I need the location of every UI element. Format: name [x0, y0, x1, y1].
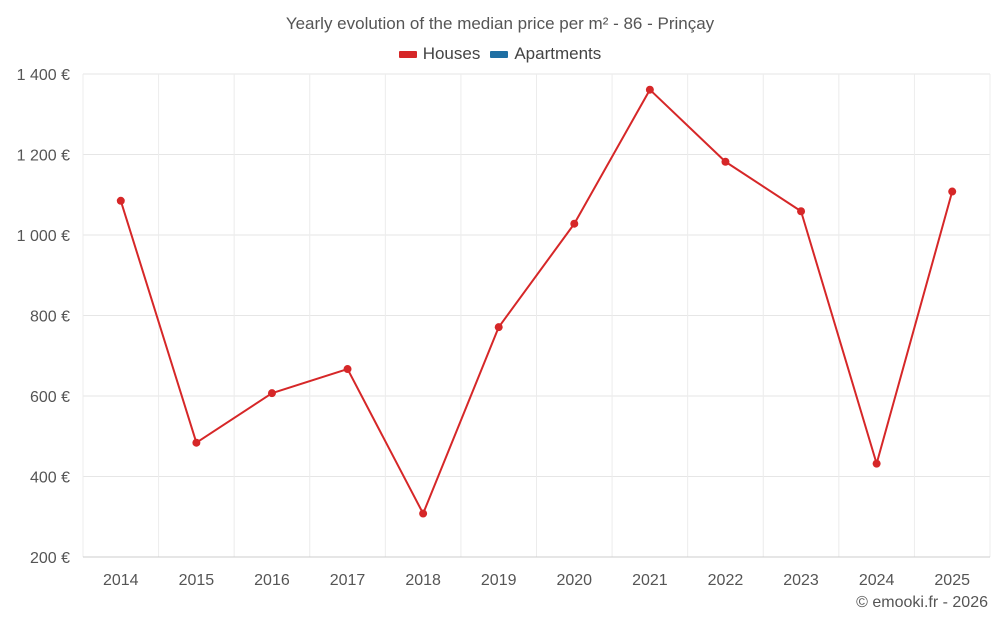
x-tick-label: 2014	[103, 572, 139, 589]
legend-swatch-apartments	[490, 50, 509, 58]
data-point-houses-2020[interactable]	[570, 219, 579, 228]
data-point-houses-2016[interactable]	[267, 389, 276, 398]
x-tick-label: 2021	[632, 572, 668, 589]
x-tick-label: 2020	[556, 572, 592, 589]
x-tick-label: 2023	[783, 572, 819, 589]
legend: Houses Apartments	[0, 44, 1000, 64]
legend-label-apartments: Apartments	[514, 44, 602, 63]
data-point-houses-2023[interactable]	[797, 207, 806, 216]
legend-label-houses: Houses	[422, 44, 481, 63]
credit-text: © emooki.fr - 2026	[856, 594, 988, 611]
y-tick-label: 1 400 €	[17, 67, 70, 84]
data-point-houses-2014[interactable]	[116, 196, 125, 205]
x-tick-label: 2019	[481, 572, 517, 589]
data-point-houses-2022[interactable]	[721, 157, 730, 166]
x-tick-label: 2022	[708, 572, 744, 589]
data-point-houses-2025[interactable]	[948, 187, 957, 196]
y-tick-label: 400 €	[30, 470, 70, 487]
data-point-houses-2017[interactable]	[343, 365, 352, 374]
data-point-houses-2021[interactable]	[645, 85, 654, 94]
x-tick-label: 2018	[405, 572, 441, 589]
chart-title: Yearly evolution of the median price per…	[285, 14, 715, 33]
x-tick-label: 2024	[859, 572, 895, 589]
x-tick-label: 2016	[254, 572, 290, 589]
data-point-houses-2015[interactable]	[192, 438, 201, 447]
series-line-houses	[119, 88, 954, 515]
data-point-houses-2019[interactable]	[494, 323, 503, 332]
x-tick-label: 2015	[179, 572, 215, 589]
y-tick-label: 1 000 €	[17, 228, 70, 245]
y-tick-label: 600 €	[30, 389, 70, 406]
x-tick-label: 2017	[330, 572, 366, 589]
y-tick-label: 200 €	[30, 550, 70, 567]
legend-item-apartments[interactable]: Apartments	[490, 44, 601, 64]
legend-swatch-houses	[398, 50, 417, 58]
data-point-houses-2024[interactable]	[872, 459, 881, 468]
x-tick-label: 2025	[934, 572, 970, 589]
y-tick-label: 800 €	[30, 309, 70, 326]
y-tick-label: 1 200 €	[17, 148, 70, 165]
data-point-houses-2018[interactable]	[419, 509, 428, 518]
legend-item-houses[interactable]: Houses	[398, 44, 481, 64]
